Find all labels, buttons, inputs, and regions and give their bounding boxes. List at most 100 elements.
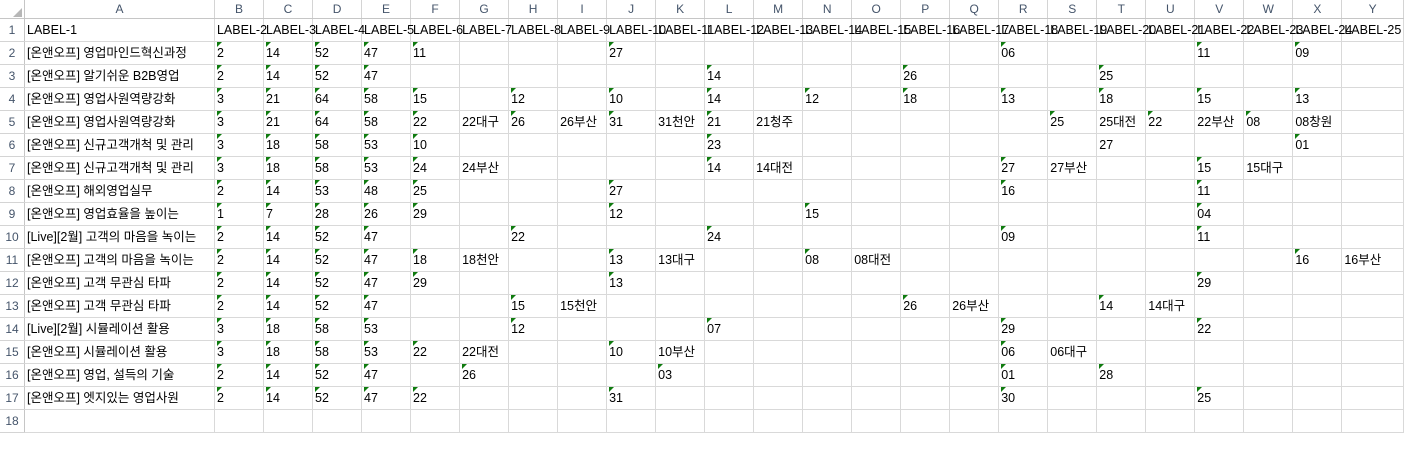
cell-value[interactable]: [1047, 317, 1098, 341]
cell-value[interactable]: 2: [214, 41, 265, 65]
cell-value[interactable]: [1047, 294, 1098, 318]
cell-value[interactable]: [704, 41, 755, 65]
cell-course-name[interactable]: [온앤오프] 알기쉬운 B2B영업: [24, 64, 215, 88]
cell-value[interactable]: 52: [312, 363, 363, 387]
cell-value[interactable]: [1243, 409, 1294, 433]
cell-value[interactable]: [557, 271, 608, 295]
cell-value[interactable]: LABEL-6: [410, 18, 463, 42]
column-header-v[interactable]: V: [1194, 0, 1245, 19]
cell-value[interactable]: 3: [214, 133, 265, 157]
cell-value[interactable]: [410, 225, 461, 249]
cell-value[interactable]: 14: [263, 271, 314, 295]
column-header-d[interactable]: D: [312, 0, 363, 19]
cell-value[interactable]: [851, 386, 902, 410]
cell-value[interactable]: [1145, 87, 1196, 111]
cell-value[interactable]: [459, 294, 510, 318]
cell-value[interactable]: [900, 271, 951, 295]
column-header-f[interactable]: F: [410, 0, 461, 19]
cell-value[interactable]: [1341, 156, 1404, 180]
cell-value[interactable]: [1341, 225, 1404, 249]
cell-value[interactable]: [753, 41, 804, 65]
cell-value[interactable]: LABEL-4: [312, 18, 365, 42]
cell-value[interactable]: 29: [1194, 271, 1245, 295]
cell-value[interactable]: 29: [410, 271, 461, 295]
cell-value[interactable]: [1292, 179, 1343, 203]
cell-value[interactable]: 15: [410, 87, 461, 111]
cell-value[interactable]: 53: [361, 133, 412, 157]
cell-value[interactable]: [851, 317, 902, 341]
cell-value[interactable]: 18: [410, 248, 461, 272]
cell-value[interactable]: [655, 294, 706, 318]
cell-value[interactable]: 53: [312, 179, 363, 203]
cell-value[interactable]: [1243, 340, 1294, 364]
cell-value[interactable]: 53: [361, 317, 412, 341]
cell-value[interactable]: 2: [214, 225, 265, 249]
cell-value[interactable]: [508, 248, 559, 272]
column-header-r[interactable]: R: [998, 0, 1049, 19]
column-header-u[interactable]: U: [1145, 0, 1196, 19]
cell-value[interactable]: [1341, 133, 1404, 157]
cell-value[interactable]: [949, 409, 1000, 433]
cell-value[interactable]: 13대구: [655, 248, 706, 272]
cell-value[interactable]: [753, 271, 804, 295]
cell-value[interactable]: 16: [998, 179, 1049, 203]
cell-value[interactable]: 22부산: [1194, 110, 1245, 134]
cell-value[interactable]: [1341, 340, 1404, 364]
cell-value[interactable]: [1194, 363, 1245, 387]
cell-value[interactable]: [1341, 317, 1404, 341]
cell-value[interactable]: [1047, 202, 1098, 226]
cell-value[interactable]: [557, 317, 608, 341]
cell-value[interactable]: [606, 156, 657, 180]
cell-value[interactable]: [655, 271, 706, 295]
cell-value[interactable]: 47: [361, 64, 412, 88]
row-header-18[interactable]: 18: [0, 409, 25, 433]
cell-value[interactable]: 14: [263, 41, 314, 65]
cell-course-name[interactable]: [온앤오프] 고객 무관심 타파: [24, 271, 215, 295]
cell-value[interactable]: [655, 41, 706, 65]
cell-value[interactable]: 26: [508, 110, 559, 134]
cell-value[interactable]: 13: [606, 271, 657, 295]
cell-value[interactable]: [998, 248, 1049, 272]
cell-value[interactable]: [1096, 41, 1147, 65]
cell-value[interactable]: 27: [606, 41, 657, 65]
cell-value[interactable]: [851, 294, 902, 318]
cell-value[interactable]: [1292, 409, 1343, 433]
row-header-16[interactable]: 16: [0, 363, 25, 387]
cell-value[interactable]: [1243, 317, 1294, 341]
cell-value[interactable]: 08대전: [851, 248, 902, 272]
column-header-e[interactable]: E: [361, 0, 412, 19]
cell-value[interactable]: [851, 87, 902, 111]
cell-value[interactable]: 27부산: [1047, 156, 1098, 180]
cell-value[interactable]: [753, 294, 804, 318]
column-header-h[interactable]: H: [508, 0, 559, 19]
cell-value[interactable]: LABEL-8: [508, 18, 561, 42]
column-header-j[interactable]: J: [606, 0, 657, 19]
cell-value[interactable]: 64: [312, 110, 363, 134]
cell-value[interactable]: [1145, 225, 1196, 249]
cell-value[interactable]: 47: [361, 248, 412, 272]
cell-value[interactable]: 22: [410, 340, 461, 364]
row-header-13[interactable]: 13: [0, 294, 25, 318]
cell-value[interactable]: [949, 110, 1000, 134]
cell-value[interactable]: [900, 363, 951, 387]
cell-value[interactable]: [900, 41, 951, 65]
cell-value[interactable]: [1047, 179, 1098, 203]
cell-value[interactable]: [1047, 87, 1098, 111]
cell-value[interactable]: [753, 64, 804, 88]
cell-course-name[interactable]: [온앤오프] 영업사원역량강화: [24, 87, 215, 111]
column-header-g[interactable]: G: [459, 0, 510, 19]
cell-value[interactable]: [459, 386, 510, 410]
cell-value[interactable]: [557, 64, 608, 88]
cell-value[interactable]: 48: [361, 179, 412, 203]
cell-value[interactable]: [459, 317, 510, 341]
cell-value[interactable]: [1341, 294, 1404, 318]
cell-value[interactable]: 15: [1194, 87, 1245, 111]
cell-value[interactable]: [1145, 156, 1196, 180]
cell-value[interactable]: 25대전: [1096, 110, 1147, 134]
cell-value[interactable]: 16부산: [1341, 248, 1404, 272]
cell-value[interactable]: [557, 156, 608, 180]
cell-value[interactable]: [655, 317, 706, 341]
cell-value[interactable]: 25: [410, 179, 461, 203]
column-header-w[interactable]: W: [1243, 0, 1294, 19]
